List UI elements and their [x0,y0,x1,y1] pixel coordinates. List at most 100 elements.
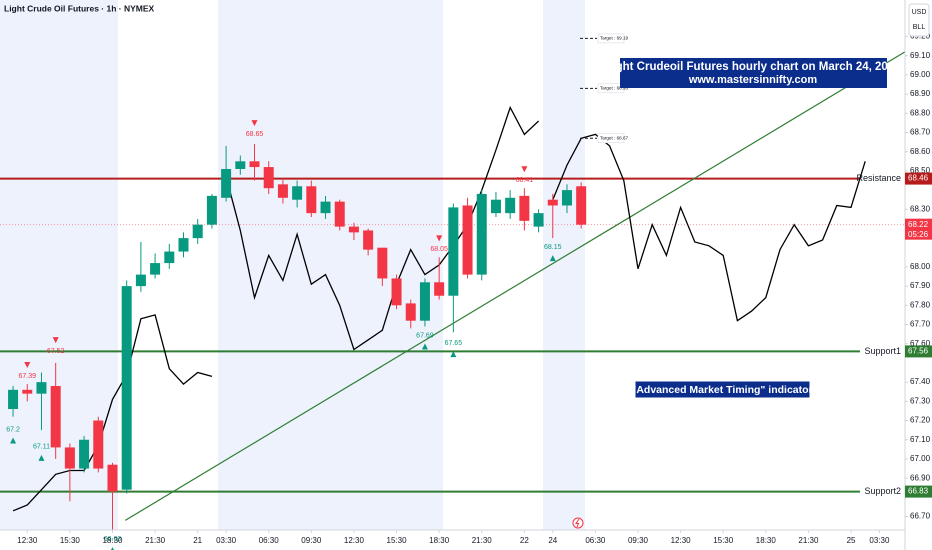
x-tick-label: 24 [548,536,557,545]
target-box [597,33,625,44]
pivot-label: 67.52 [47,348,65,355]
pivot-label: 68.15 [544,244,562,251]
level-name: Resistance [856,173,901,183]
banner-title: Light Crudeoil Futures hourly chart on M… [605,61,901,73]
marks-layer [8,144,587,530]
y-tick-label: 68.50 [910,166,931,175]
chart-title: Light Crude Oil Futures · 1h · NYMEX [4,3,155,13]
pivot-arrow-down [436,235,443,242]
candle-body [334,201,345,227]
y-tick-label: 69.00 [910,70,931,79]
candle-body [320,201,331,214]
level-price: 68.46 [908,174,929,183]
y-tick-label: 67.00 [910,454,931,463]
candle-body [36,382,47,394]
candle-body [22,389,33,394]
candle-body [8,389,19,410]
pivot-arrow-up [38,454,45,461]
banner-url: www.mastersinnifty.com [688,74,818,86]
candle-body [292,186,303,200]
level-price-box [905,485,932,498]
y-tick-label: 67.30 [910,396,931,405]
candle-body [121,286,132,490]
pivot-label: 67.39 [19,373,37,380]
candle-body [547,199,558,206]
level-price: 67.56 [908,347,929,356]
y-tick-label: 66.70 [910,512,931,521]
pivot-arrow-up [450,351,457,358]
y-tick-label: 67.60 [910,339,931,348]
candle-body [533,213,544,227]
candle-body [490,199,501,214]
last-price: 68.22 [908,220,929,229]
y-tick-label: 68.60 [910,147,931,156]
pivot-label: 66.63 [104,536,122,543]
pivot-label: 67.2 [6,426,20,433]
y-tick-label: 67.70 [910,320,931,329]
candle-body [206,195,217,225]
pivot-label: 67.65 [445,340,463,347]
x-tick-label: 22 [520,536,529,545]
y-tick-label: 66.90 [910,473,931,482]
pivot-arrow-down [251,120,258,127]
pivot-arrow-down [52,337,59,344]
x-tick-label: 21 [193,536,202,545]
candle-body [178,238,189,252]
pivot-label: 68.05 [430,246,448,253]
x-tick-label: 21:30 [145,536,166,545]
x-tick-label: 18:30 [756,536,777,545]
y-tick-label: 67.90 [910,281,931,290]
candle-body [277,184,288,198]
x-tick-label: 09:30 [301,536,322,545]
candle-body [221,168,232,198]
candle-body [135,274,146,287]
icon-bolt[interactable] [575,518,580,528]
pivot-arrow-down [24,362,31,369]
x-tick-label: 15:30 [713,536,734,545]
replay-icon[interactable] [572,517,584,529]
level-price: 66.83 [908,487,929,496]
x-tick-label: 09:30 [628,536,649,545]
candle-body [576,186,587,225]
pivot-arrow-up [10,437,17,444]
candle-body [476,193,487,275]
labels-layer: Resistance Support1 Support2 Target : 69.19… [6,33,901,550]
candle-body [235,161,246,169]
x-tick-label: 25 [847,536,856,545]
candle-body [434,282,445,296]
indicator-label-box [634,380,811,399]
level-price-box [905,172,932,185]
pivot-label: 68.65 [246,131,264,138]
y-tick-label: 68.70 [910,128,931,137]
y-tick-label: 69.10 [910,51,931,60]
y-tick-label: 67.10 [910,435,931,444]
x-tick-label: 06:30 [259,536,280,545]
pivot-arrow-up [549,255,556,262]
candle-body [519,195,530,221]
target-label: Target : 68.67 [600,135,629,140]
y-tick-label: 68.80 [910,108,931,117]
candle-body [405,303,416,321]
countdown: 05:26 [908,230,929,239]
x-tick-label: 21:30 [472,536,493,545]
lines-layer [0,37,906,521]
candle-body [93,420,104,469]
pivot-arrow-up [110,547,114,550]
pivot-label: 67.11 [33,444,50,451]
currency-box[interactable] [908,3,930,37]
candle-body [263,167,274,189]
candle-body [50,385,61,448]
pivot-arrow-down [521,166,528,173]
candle-body [64,447,75,469]
target-box [597,83,625,94]
x-tick-label: 03:30 [216,536,237,545]
level-name: Support2 [864,486,901,496]
x-tick-label: 12:30 [344,536,365,545]
trendline [124,51,906,521]
candle-body [419,282,430,321]
y-tick-label: 68.00 [910,262,931,271]
level-name: Support1 [864,346,901,356]
candle-body [448,207,459,296]
level-price-box [905,345,932,358]
